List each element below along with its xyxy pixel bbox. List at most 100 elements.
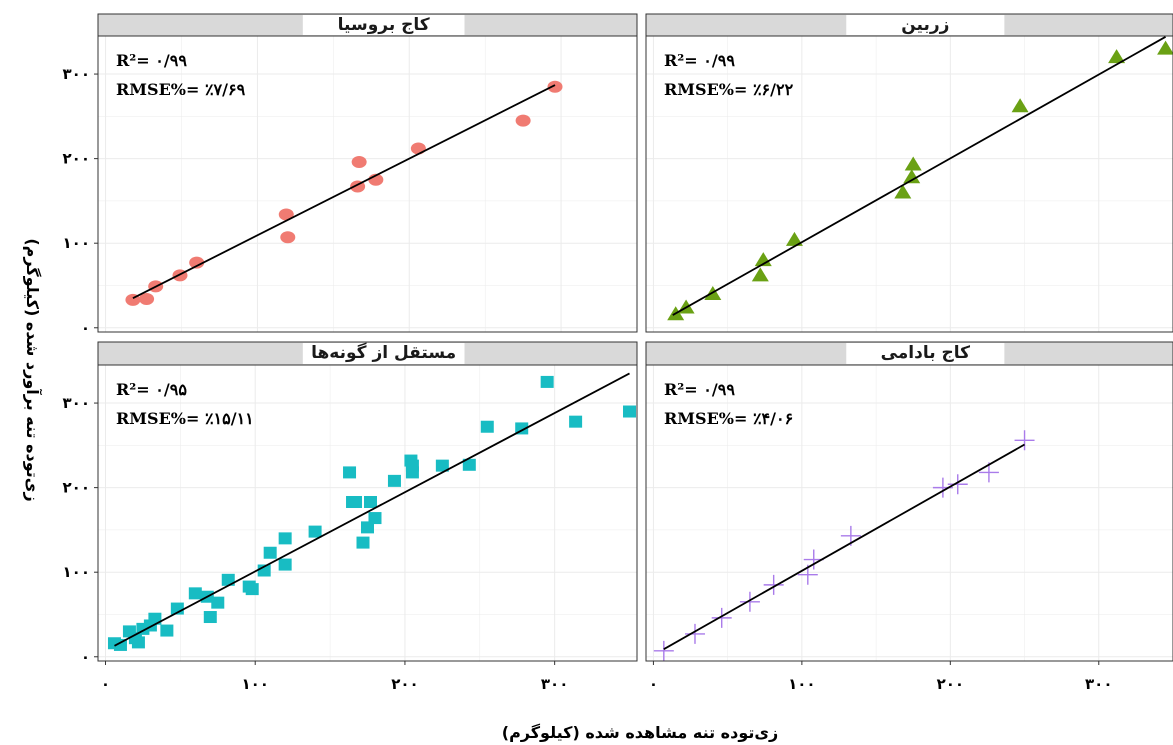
data-point [1014,430,1035,451]
r2-label: R²= ۰/۹۵ [116,380,187,399]
data-point [131,636,145,649]
data-point [405,466,419,479]
rmse-label: RMSE%= ٪۱۵/۱۱ [116,409,254,428]
data-point [203,611,217,624]
data-point [751,267,769,282]
facet-panel: کاج بادامی R²= ۰/۹۹ RMSE%= ٪۴/۰۶ ۰ ۱۰۰ ۲۰۰ ۳۰۰ [645,341,1173,693]
x-tick-label: ۳۰۰ [1085,675,1112,693]
x-tick-label: ۱۰۰ [788,675,815,693]
x-tick-label: ۰ [101,675,110,693]
data-point [343,466,357,479]
data-point [189,256,205,269]
data-point [435,459,449,472]
data-point [623,405,637,418]
y-tick-label: ۰ [81,648,90,666]
facet-panel: مستقل از گونه‌ها R²= ۰/۹۵ RMSE%= ٪۱۵/۱۱ ۰ ۱۰… [63,341,638,693]
x-tick-label: ۰ [649,675,658,693]
y-tick-label: ۲۰۰ [63,150,90,168]
facet-title: کاج بروسیا [338,15,430,35]
fit-line [114,372,630,647]
gridlines [98,365,637,661]
data-point [363,496,377,509]
facet-title: زربین [901,15,949,35]
data-point [387,474,401,487]
gridlines [646,365,1173,661]
data-point [711,607,732,628]
data-point [739,591,760,612]
r2-label: R²= ۰/۹۹ [664,380,735,399]
data-point [278,208,294,221]
data-point [1011,98,1029,113]
data-point [113,638,127,651]
data-point [278,558,292,571]
x-tick-label: ۲۰۰ [937,675,964,693]
facet-strip-label-box [302,343,465,364]
panel-background [646,365,1173,661]
data-point [903,169,921,184]
data-point [280,231,296,244]
data-point [245,583,259,596]
data-point [569,415,583,428]
data-point [410,142,426,155]
data-point [361,521,374,534]
x-tick-label: ۱۰۰ [241,675,268,693]
data-point [684,623,705,644]
data-point [547,80,563,93]
fit-line [672,36,1167,316]
r2-label: R²= ۰/۹۹ [664,51,735,70]
x-tick-label: ۲۰۰ [391,675,418,693]
data-point [904,156,922,171]
data-point [462,458,476,471]
y-tick-label: ۱۰۰ [63,234,90,252]
data-point [653,640,674,661]
gridlines [98,36,637,332]
data-point [221,573,235,586]
data-point [308,525,322,538]
data-point [211,596,225,609]
data-point [139,293,155,306]
data-point [480,420,494,433]
data-point [278,532,292,545]
r2-label: R²= ۰/۹۹ [116,51,187,70]
fit-line [663,443,1025,650]
rmse-label: RMSE%= ٪۶/۲۲ [664,80,794,99]
facet-title: کاج بادامی [881,343,971,363]
y-axis-title: زی‌توده تنه برآورد شده (کیلوگرم) [23,238,43,501]
data-point [785,231,803,246]
y-tick-label: ۳۰۰ [63,394,90,412]
x-axis-title: زی‌توده تنه مشاهده شده (کیلوگرم) [502,723,779,742]
facet-strip-label-box [302,15,465,35]
y-tick-label: ۰ [81,319,90,337]
data-point [540,375,554,388]
y-tick-label: ۱۰۰ [63,563,90,581]
rmse-label: RMSE%= ٪۴/۰۶ [664,409,793,428]
data-point [763,574,784,595]
data-points [107,375,637,651]
data-point [1108,49,1126,64]
data-point [356,536,370,549]
data-point [947,474,968,495]
data-point [263,546,277,559]
facet-title: مستقل از گونه‌ها [311,342,456,363]
data-point [515,114,531,127]
facet-panels: کاج بروسیا R²= ۰/۹۹ RMSE%= ٪۷/۶۹ ۰ ۱۰۰ ۲۰۰ ۳۰۰… [63,13,1173,693]
facet-panel: کاج بروسیا R²= ۰/۹۹ RMSE%= ٪۷/۶۹ ۰ ۱۰۰ ۲۰۰ ۳۰۰ [63,13,638,337]
data-point [754,252,772,267]
facet-strip-label-box [846,343,1005,364]
panel-background [646,36,1173,332]
y-tick-label: ۲۰۰ [63,479,90,497]
data-point [894,184,912,199]
data-point [188,587,202,600]
gridlines [646,36,1173,332]
facet-strip-label-box [846,15,1005,35]
fit-line [132,84,556,299]
x-tick-label: ۳۰۰ [541,675,568,693]
data-point [160,624,174,637]
data-point [1157,40,1173,55]
panel-background [98,36,637,332]
y-tick-label: ۳۰۰ [63,65,90,83]
data-point [368,512,382,525]
facet-panel: زربین R²= ۰/۹۹ RMSE%= ٪۶/۲۲ [645,13,1173,333]
data-point [346,496,360,509]
